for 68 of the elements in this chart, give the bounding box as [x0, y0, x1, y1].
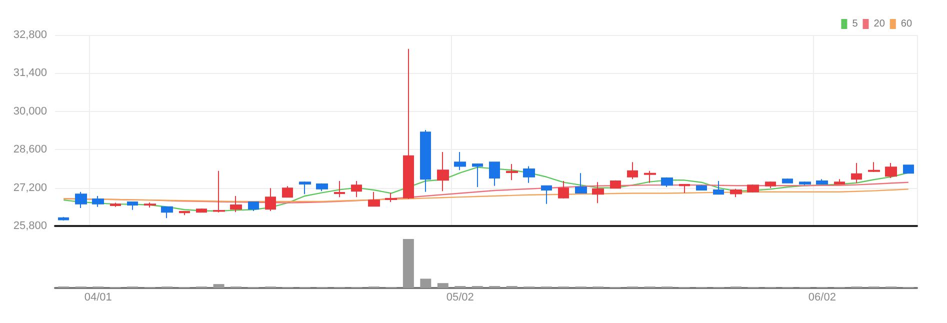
bar: [437, 283, 448, 288]
y-tick-label: 31,400: [13, 67, 47, 80]
candlestick: [541, 184, 552, 204]
candlestick: [885, 162, 897, 178]
candlestick: [420, 129, 431, 192]
candlestick: [575, 172, 587, 194]
candlestick: [334, 180, 345, 198]
bar: [402, 239, 414, 288]
x-tick-label: 06/02: [808, 292, 836, 304]
x-tick-label: 04/01: [84, 292, 112, 304]
candlestick: [523, 166, 535, 184]
candlestick: [834, 178, 845, 186]
candlestick: [903, 164, 914, 174]
legend-label: 5: [852, 18, 858, 30]
candlestick: [592, 182, 604, 204]
candlestick: [782, 178, 793, 184]
candlestick: [316, 182, 328, 192]
legend-label: 20: [874, 18, 886, 30]
candlestick: [713, 180, 724, 196]
candlestick: [248, 200, 259, 212]
candlestick: [299, 181, 311, 195]
candlestick: [747, 184, 759, 193]
bar: [420, 278, 432, 288]
candlestick: [58, 216, 69, 222]
y-tick-label: 25,800: [13, 220, 47, 232]
candlestick: [610, 180, 621, 190]
candlestick: [765, 181, 776, 189]
candlestick: [799, 181, 811, 186]
candlestick: [179, 210, 190, 216]
candlestick: [454, 152, 466, 171]
candlestick: [696, 184, 707, 192]
candlestick: [489, 161, 500, 186]
candlestick: [213, 170, 225, 213]
candlestick: [851, 162, 862, 184]
x-tick-label: 05/02: [446, 292, 474, 304]
candlestick: [816, 178, 828, 186]
y-tick-label: 30,000: [13, 105, 47, 118]
candlestick: [730, 188, 742, 198]
candlestick: [196, 208, 207, 214]
candlestick: [558, 180, 569, 199]
legend-label: 60: [900, 18, 912, 30]
candlestick: [661, 176, 673, 188]
candlestick: [506, 164, 518, 181]
candlestick: [282, 186, 293, 198]
bar: [213, 284, 224, 288]
candlestick: [868, 162, 880, 172]
candlestick: [403, 48, 414, 200]
candlestick: [230, 195, 242, 213]
candlestick: [110, 202, 121, 208]
candlestick: [161, 206, 173, 219]
candlestick: [75, 191, 87, 208]
candlestick: [368, 191, 380, 208]
candlestick: [472, 163, 483, 188]
candlestick: [144, 202, 156, 208]
candlestick: [127, 200, 138, 210]
candlestick: [385, 192, 397, 202]
candlestick: [437, 152, 449, 192]
candlestick: [644, 170, 656, 184]
candlestick: [679, 184, 690, 194]
line-series: [63, 188, 909, 202]
line-series: [63, 166, 909, 212]
candlestick: [92, 195, 104, 208]
y-tick-label: 28,600: [13, 144, 47, 156]
y-tick-label: 27,200: [13, 182, 47, 194]
candlestick: [265, 188, 276, 212]
candlestick: [627, 162, 638, 180]
y-tick-label: 32,800: [13, 29, 47, 41]
candlestick: [351, 180, 362, 198]
